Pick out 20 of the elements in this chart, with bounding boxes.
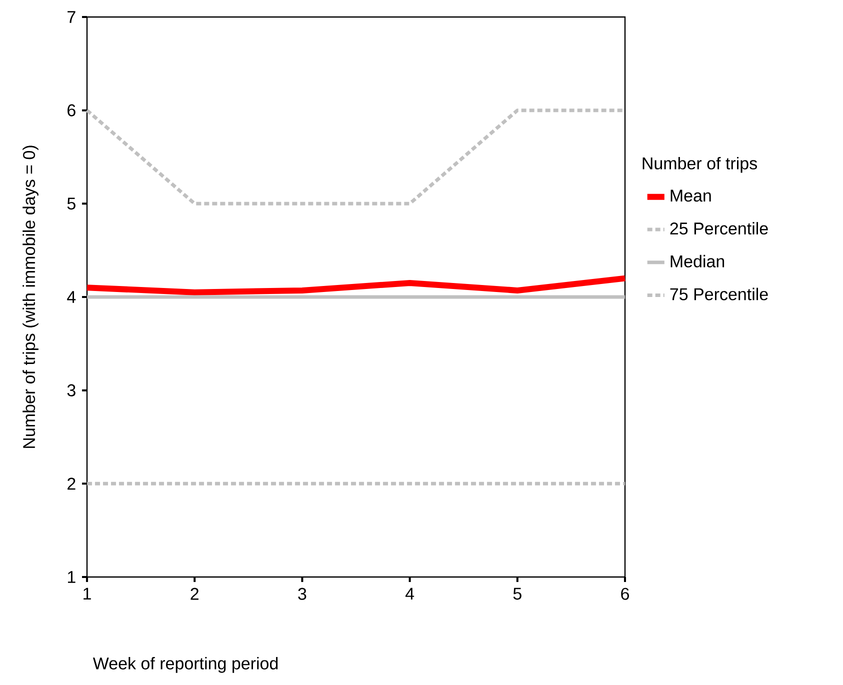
legend-label: 25 Percentile [670, 222, 768, 235]
legend-label: Median [670, 254, 724, 268]
legend-title: Number of trips [642, 156, 757, 173]
legend-label: Mean [670, 190, 711, 202]
y-tick-label: 4 [67, 291, 76, 303]
y-tick-label: 2 [68, 478, 76, 490]
y-tick-label: 5 [67, 198, 76, 210]
y-tick-label: 3 [67, 384, 76, 396]
legend-label: 75 Percentile [670, 288, 768, 300]
x-tick-label: 1 [84, 588, 91, 600]
y-axis-title: Number of trips (with immobile days = 0) [22, 146, 38, 448]
x-tick-label: 6 [621, 588, 629, 600]
y-tick-label: 1 [68, 571, 76, 583]
x-tick-label: 4 [405, 588, 414, 600]
x-axis-title: Week of reporting period [92, 656, 278, 673]
y-tick-label: 6 [68, 104, 76, 116]
y-tick-label: 7 [68, 11, 76, 23]
x-tick-label: 5 [513, 588, 522, 600]
x-tick-label: 2 [190, 588, 198, 600]
x-tick-label: 3 [298, 588, 306, 600]
